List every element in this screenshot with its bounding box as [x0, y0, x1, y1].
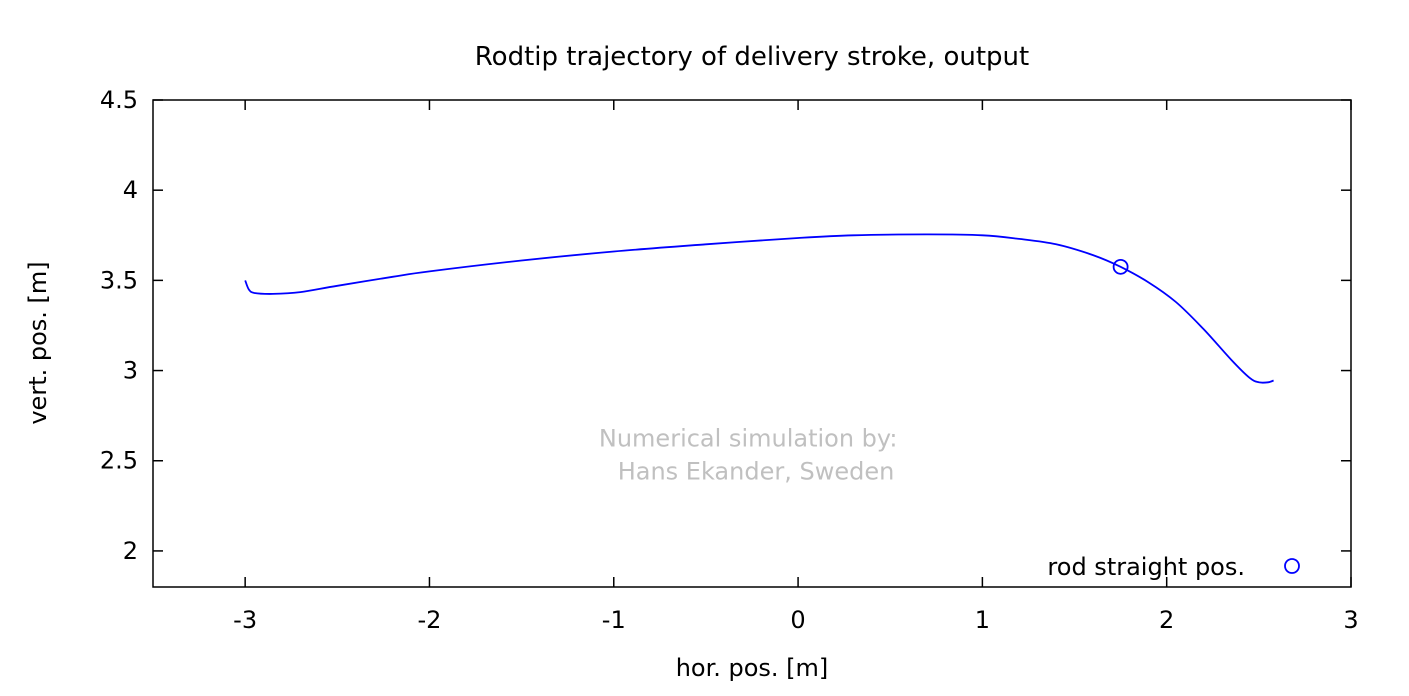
legend-label: rod straight pos.	[1047, 553, 1245, 581]
plot-frame	[152, 99, 1352, 588]
y-axis-ticks: 2 2.5 3 3.5 4 4.5	[100, 86, 1351, 565]
legend: rod straight pos.	[1047, 553, 1300, 581]
x-axis-label: hor. pos. [m]	[676, 654, 829, 682]
rod-straight-marker	[1112, 258, 1129, 275]
y-tick-label: 4.5	[100, 86, 138, 114]
y-tick-label: 4	[123, 176, 138, 204]
y-axis-label: vert. pos. [m]	[24, 261, 52, 424]
y-tick-label: 3.5	[100, 266, 138, 294]
chart-title: Rodtip trajectory of delivery stroke, ou…	[475, 42, 1029, 72]
y-tick-label: 3	[123, 357, 138, 385]
x-tick-label: -2	[417, 606, 441, 634]
y-tick-label: 2.5	[100, 447, 138, 475]
y-tick-label: 2	[123, 537, 138, 565]
x-tick-label: 2	[1159, 606, 1174, 634]
x-tick-label: -3	[233, 606, 257, 634]
credit-line-2: Hans Ekander, Sweden	[618, 457, 895, 485]
x-tick-label: 1	[975, 606, 990, 634]
trajectory-line	[244, 233, 1274, 384]
legend-marker	[1284, 558, 1300, 574]
x-tick-label: -1	[602, 606, 626, 634]
x-axis-ticks: -3 -2 -1 0 1 2 3	[233, 100, 1359, 634]
simulation-credit: Numerical simulation by: Hans Ekander, S…	[599, 424, 905, 485]
credit-line-1: Numerical simulation by:	[599, 424, 898, 452]
x-tick-label: 0	[790, 606, 805, 634]
x-tick-label: 3	[1343, 606, 1358, 634]
